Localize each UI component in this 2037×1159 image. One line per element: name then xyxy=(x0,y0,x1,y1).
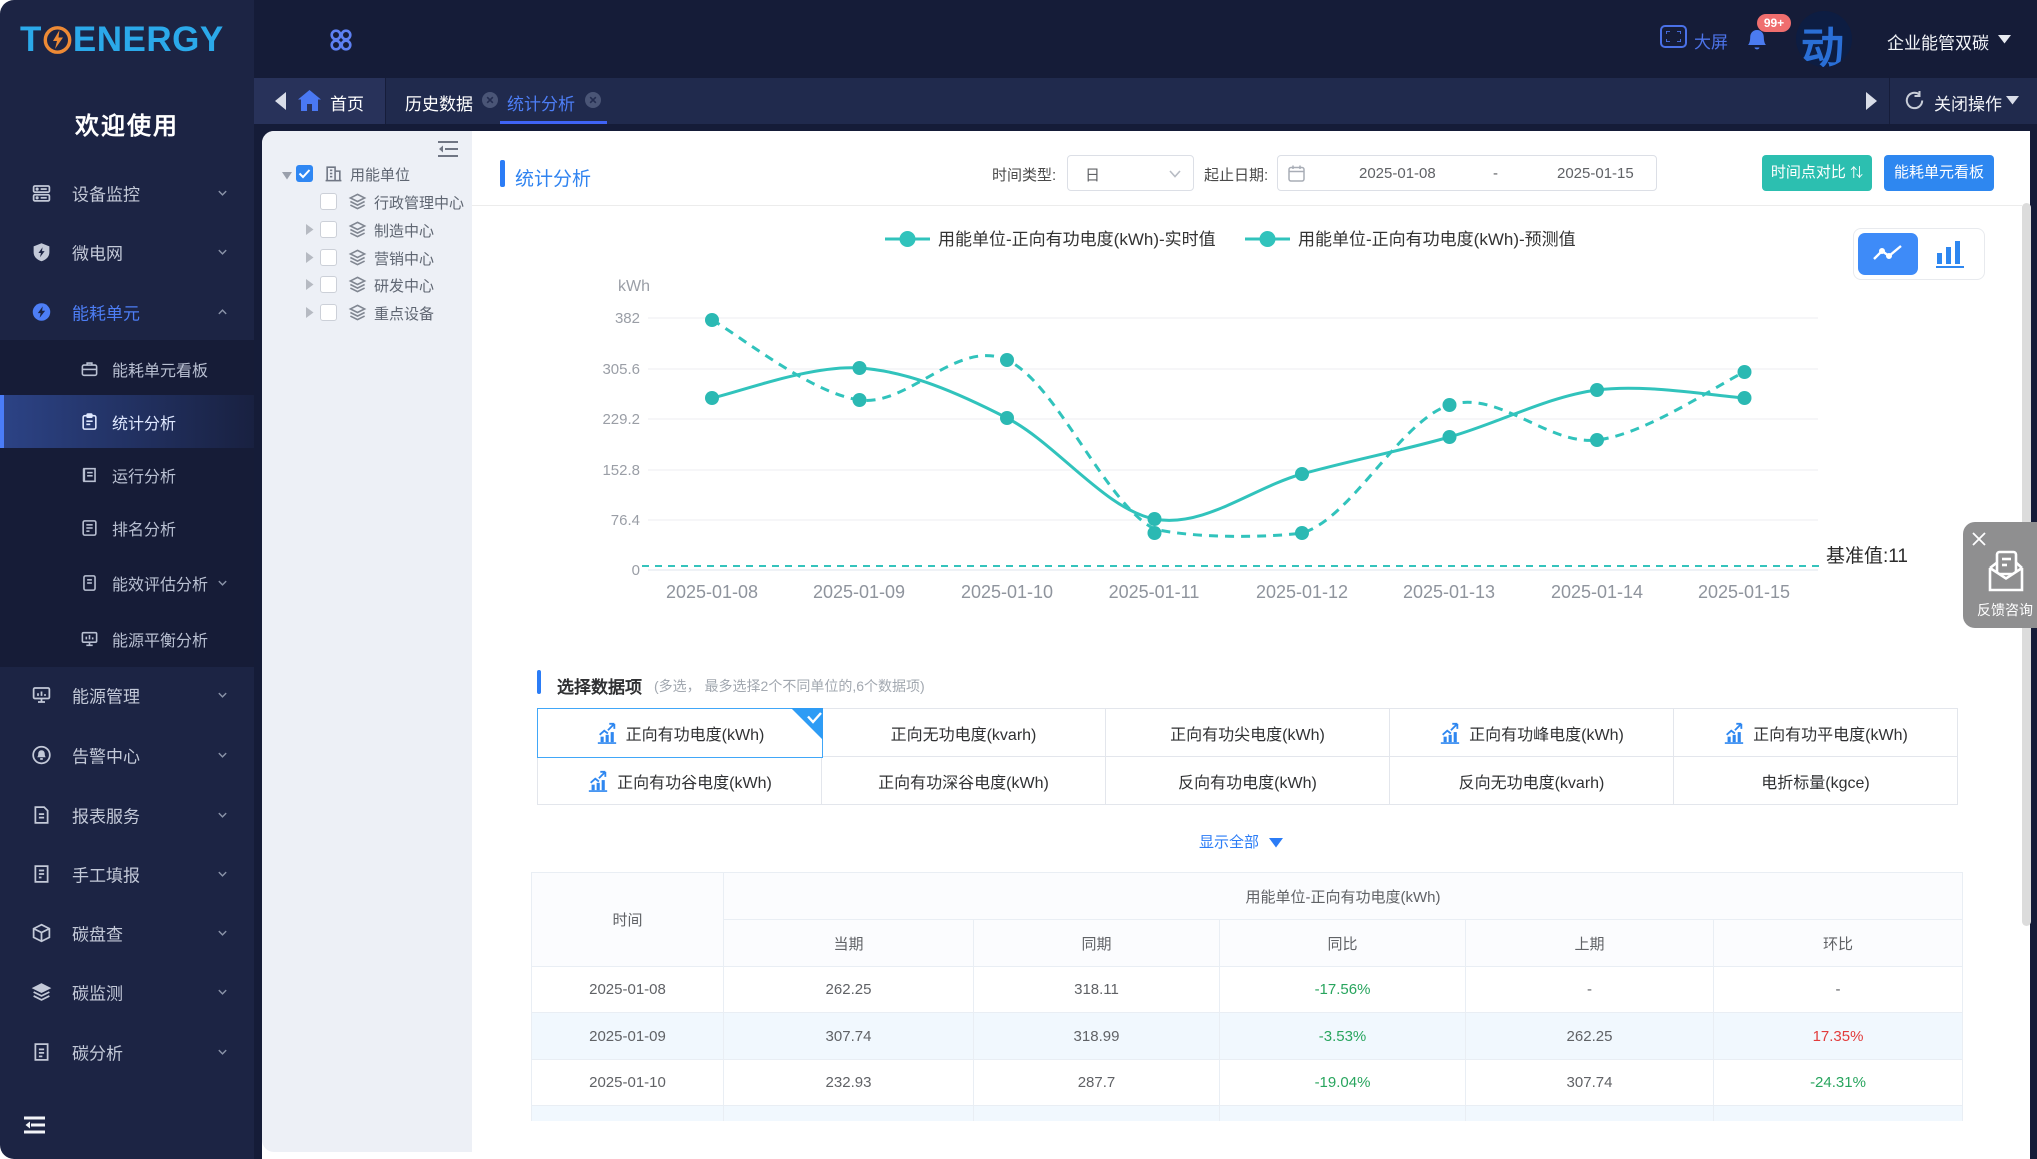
svg-text:2025-01-10: 2025-01-10 xyxy=(961,582,1053,602)
svg-text:用能单位-正向有功电度(kWh)-预测值: 用能单位-正向有功电度(kWh)-预测值 xyxy=(1298,230,1576,249)
svg-text:2025-01-13: 2025-01-13 xyxy=(1403,582,1495,602)
svg-text:76.4: 76.4 xyxy=(611,512,640,529)
svg-text:2025-01-11: 2025-01-11 xyxy=(1109,582,1200,602)
svg-text:2025-01-15: 2025-01-15 xyxy=(1698,582,1790,602)
svg-text:kWh: kWh xyxy=(618,278,650,295)
svg-text:305.6: 305.6 xyxy=(602,361,640,378)
svg-text:2025-01-14: 2025-01-14 xyxy=(1551,582,1643,602)
svg-text:用能单位-正向有功电度(kWh)-实时值: 用能单位-正向有功电度(kWh)-实时值 xyxy=(938,230,1216,249)
svg-text:2025-01-09: 2025-01-09 xyxy=(813,582,905,602)
svg-text:0: 0 xyxy=(632,562,640,579)
svg-text:2025-01-08: 2025-01-08 xyxy=(666,582,758,602)
svg-text:基准值:11: 基准值:11 xyxy=(1826,545,1908,567)
svg-text:152.8: 152.8 xyxy=(602,462,640,479)
svg-text:229.2: 229.2 xyxy=(602,411,640,428)
svg-text:382: 382 xyxy=(615,310,640,327)
svg-text:2025-01-12: 2025-01-12 xyxy=(1256,582,1348,602)
